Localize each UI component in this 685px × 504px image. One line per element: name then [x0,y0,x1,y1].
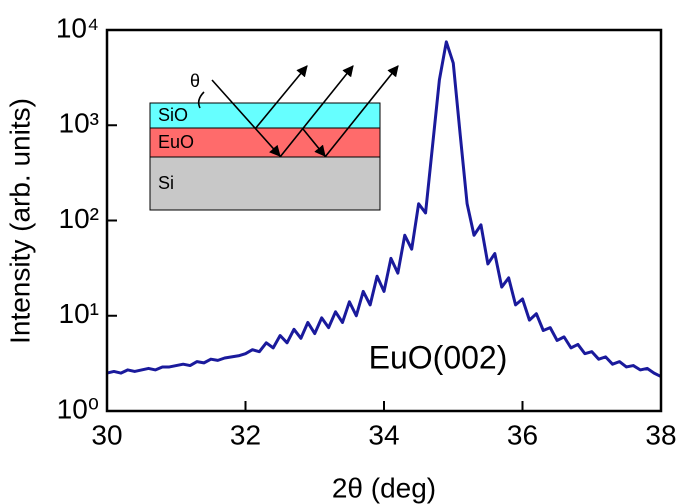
layer-label: EuO [158,132,194,152]
y-tick-label: 10² [59,203,99,234]
inset-diagram: θ SiO EuO Si [149,65,399,211]
layer-label: SiO [158,105,188,125]
annotation: EuO(002) [369,339,508,375]
plot-area: 30 32 34 36 38 10⁰ 10¹ 10² 10³ 10⁴ [56,12,677,450]
y-tick-label: 10¹ [59,298,99,329]
x-tick-label: 32 [230,419,261,450]
rays [197,65,399,158]
layer-sio [149,102,381,129]
y-axis-label: Intensity (arb. units) [4,98,35,344]
angle-label: θ [190,71,200,91]
layer-si [149,156,381,211]
x-tick-label: 36 [507,419,538,450]
y-tick-label: 10⁴ [56,12,99,43]
y-tick-label: 10⁰ [57,393,99,424]
layer-euo [149,127,381,158]
plot-frame [105,28,663,413]
x-tick-label: 38 [645,419,676,450]
x-tick-label: 30 [91,419,122,450]
x-tick-label: 34 [368,419,399,450]
y-tick-label: 10³ [59,108,99,139]
layer-label: Si [158,173,174,193]
x-axis-label: 2θ (deg) [332,472,436,503]
data-line [106,40,662,378]
